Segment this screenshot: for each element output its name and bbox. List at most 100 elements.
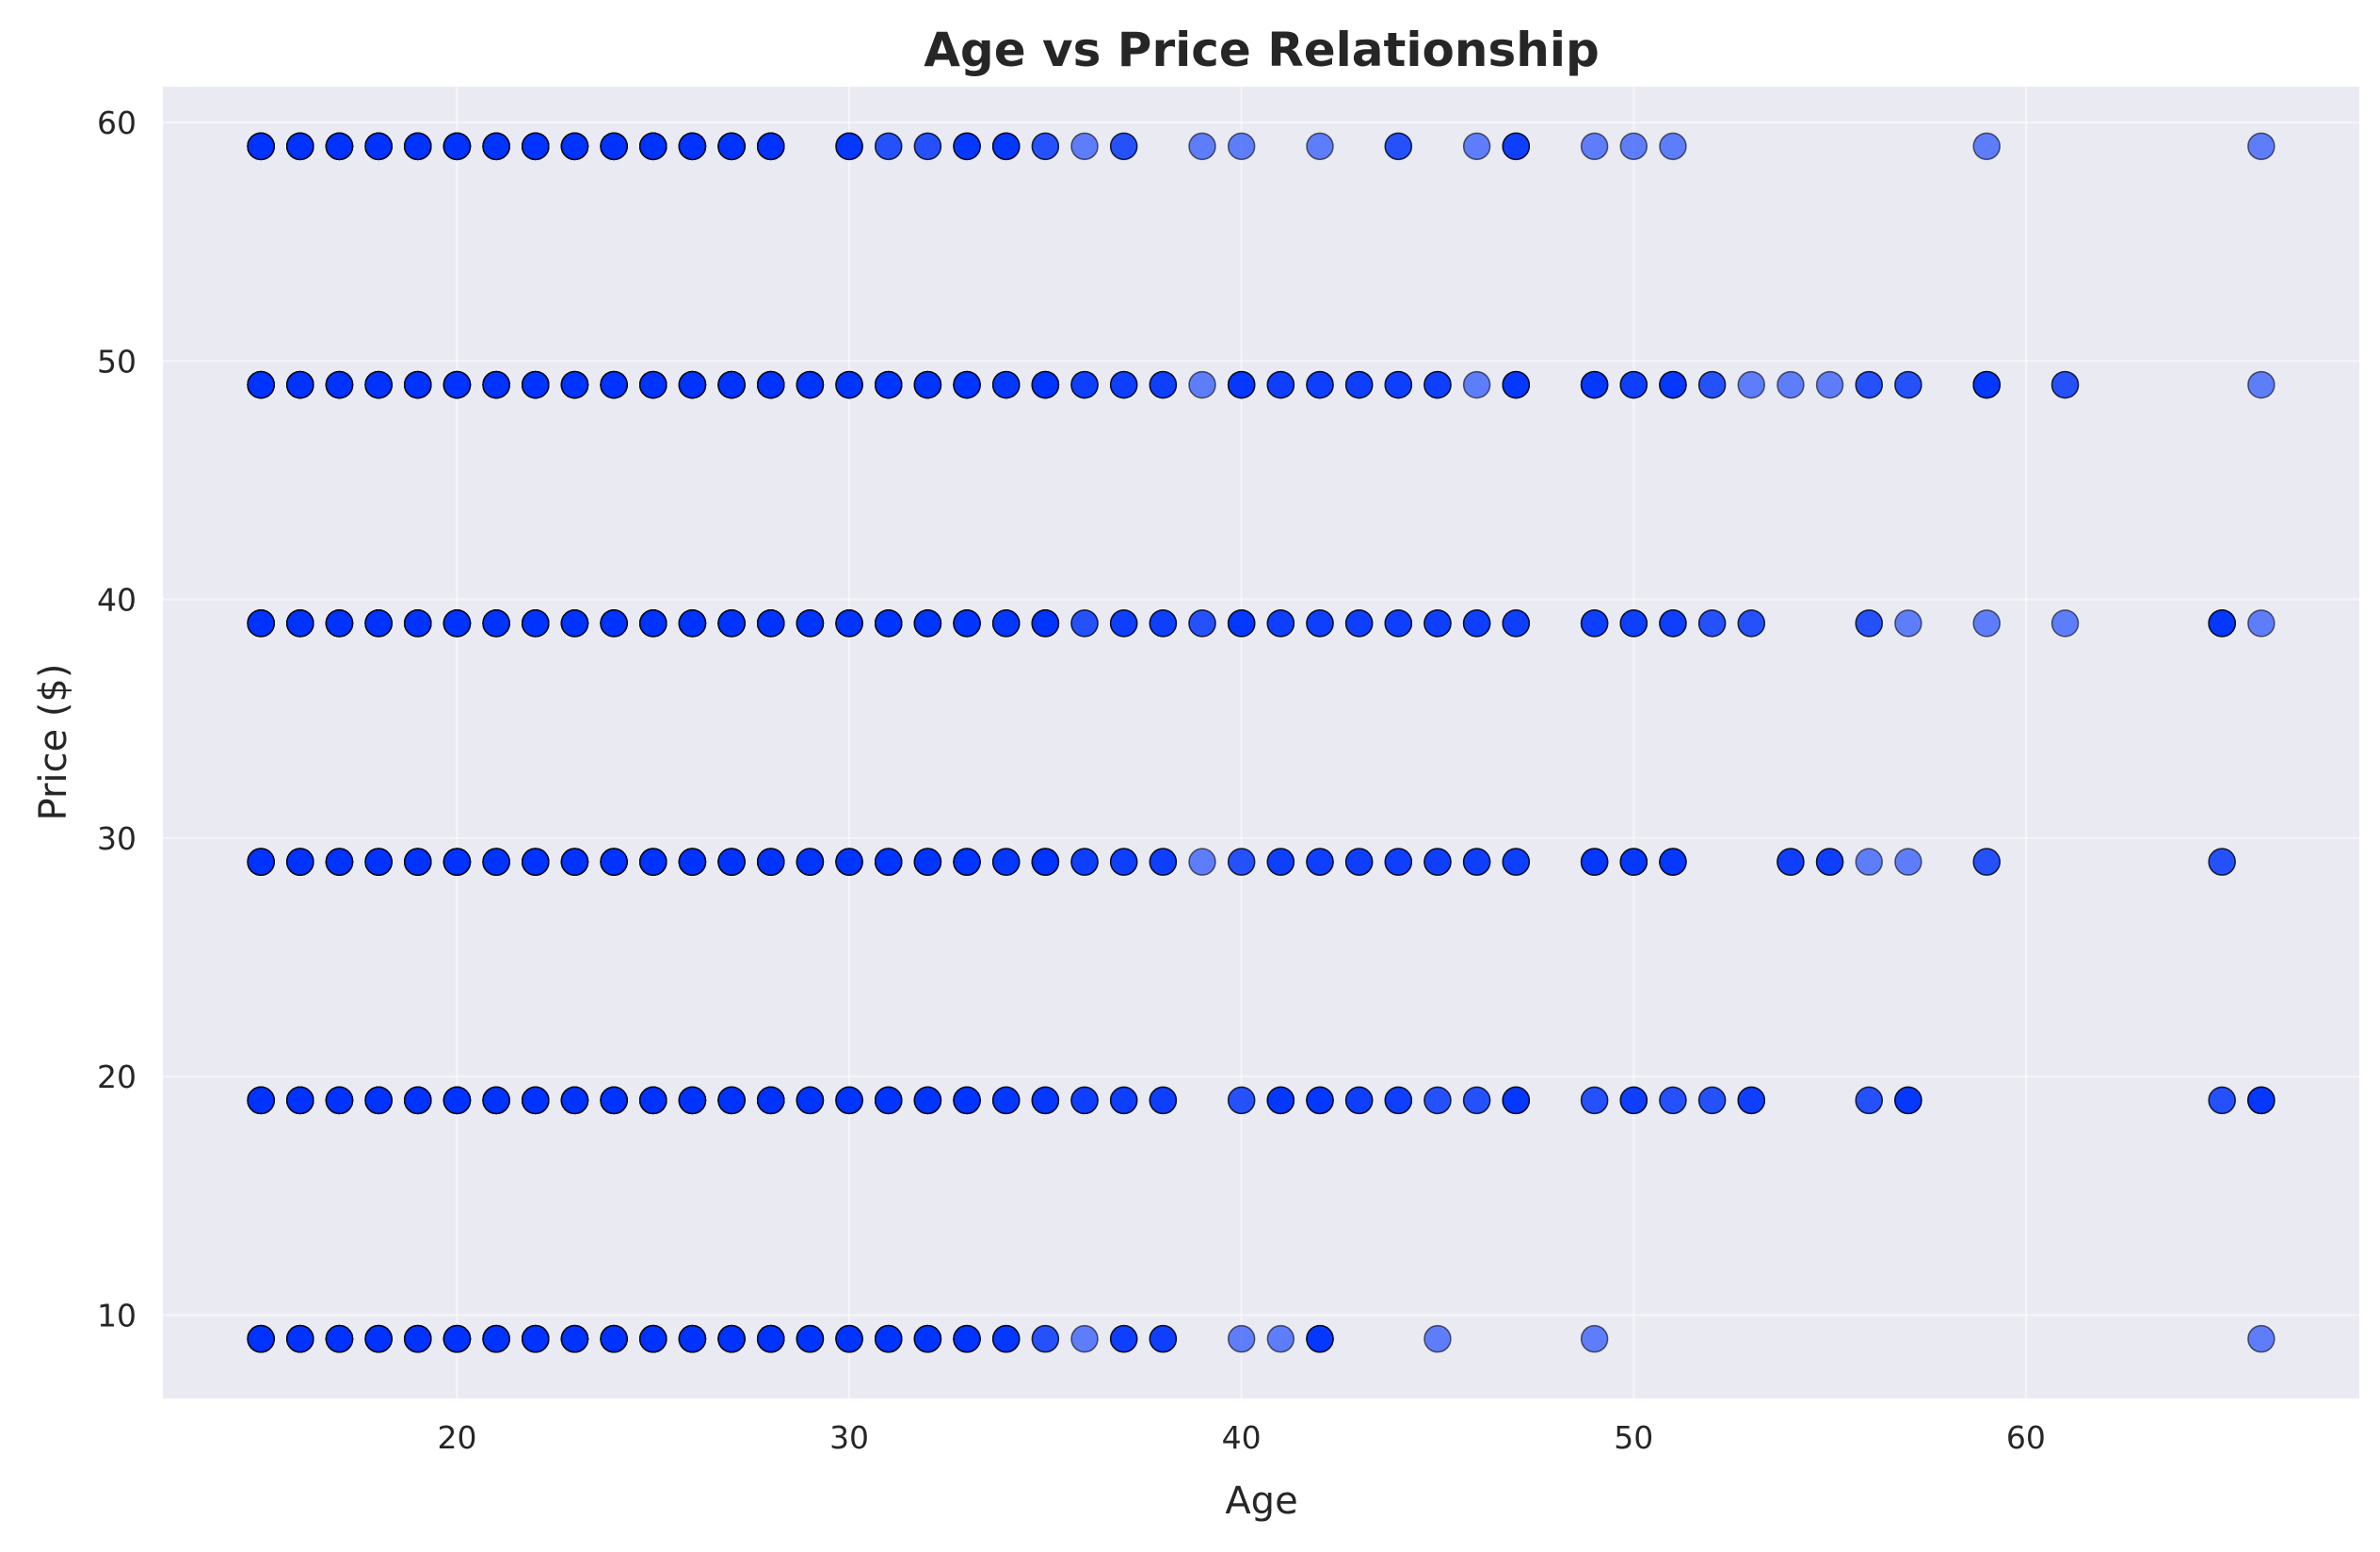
data-point — [1149, 1086, 1178, 1115]
data-point — [442, 1324, 472, 1353]
data-point — [2247, 1324, 2275, 1353]
data-point — [560, 1324, 589, 1353]
data-point — [1266, 609, 1295, 638]
data-point — [286, 132, 314, 161]
data-point — [678, 848, 707, 876]
data-point — [404, 132, 432, 161]
data-point — [1697, 609, 1727, 638]
data-point — [1423, 609, 1452, 638]
data-point — [1894, 1086, 1922, 1115]
data-point — [835, 1324, 863, 1353]
data-point — [991, 609, 1021, 638]
data-point — [364, 132, 393, 161]
data-point — [1109, 132, 1138, 161]
data-point — [1619, 848, 1648, 876]
data-point — [796, 370, 825, 399]
data-point — [874, 1324, 903, 1353]
data-point — [1188, 132, 1216, 161]
data-point — [247, 1086, 275, 1115]
data-points — [247, 132, 2275, 1353]
data-point — [364, 370, 393, 399]
y-tick-label: 20 — [97, 1059, 137, 1095]
data-point — [1227, 609, 1256, 638]
data-point — [874, 848, 903, 876]
data-point — [1659, 609, 1687, 638]
data-point — [1188, 370, 1216, 399]
y-axis-label: Price ($) — [32, 664, 75, 821]
data-point — [247, 609, 275, 638]
data-point — [1777, 370, 1805, 399]
data-point — [1344, 370, 1374, 399]
data-point — [1227, 132, 1256, 161]
data-point — [522, 1324, 550, 1353]
data-point — [1227, 370, 1256, 399]
data-point — [404, 370, 432, 399]
data-point — [560, 609, 589, 638]
data-point — [442, 848, 472, 876]
data-point — [1306, 609, 1334, 638]
data-point — [756, 370, 785, 399]
data-point — [953, 1086, 981, 1115]
x-tick-label: 60 — [2006, 1419, 2046, 1456]
data-point — [482, 132, 510, 161]
grid-lines — [163, 87, 2359, 1398]
data-point — [1384, 1086, 1413, 1115]
data-point — [1659, 132, 1687, 161]
data-point — [1580, 1086, 1609, 1115]
data-point — [247, 132, 275, 161]
data-point — [1580, 370, 1609, 399]
data-point — [756, 1086, 785, 1115]
data-point — [1031, 1324, 1060, 1353]
data-point — [1697, 370, 1727, 399]
data-point — [874, 1086, 903, 1115]
data-point — [678, 132, 707, 161]
x-tick-label: 30 — [829, 1419, 869, 1456]
data-point — [1384, 370, 1413, 399]
data-point — [1266, 1086, 1295, 1115]
data-point — [717, 848, 746, 876]
data-point — [1815, 370, 1844, 399]
data-point — [1580, 132, 1609, 161]
data-point — [1266, 848, 1295, 876]
data-point — [325, 609, 354, 638]
data-point — [404, 1086, 432, 1115]
y-tick-labels: 10 20 30 40 50 60 — [97, 105, 137, 1334]
data-point — [1855, 370, 1883, 399]
data-point — [1031, 1086, 1060, 1115]
data-point — [1894, 609, 1922, 638]
data-point — [1188, 848, 1216, 876]
data-point — [1815, 848, 1844, 876]
data-point — [639, 1324, 667, 1353]
data-point — [522, 1086, 550, 1115]
data-point — [1149, 1324, 1178, 1353]
data-point — [1109, 370, 1138, 399]
data-point — [1306, 370, 1334, 399]
x-tick-label: 40 — [1222, 1419, 1262, 1456]
data-point — [953, 848, 981, 876]
data-point — [482, 609, 510, 638]
data-point — [913, 132, 942, 161]
data-point — [1737, 609, 1766, 638]
data-point — [835, 609, 863, 638]
data-point — [1306, 1086, 1334, 1115]
data-point — [1972, 848, 2001, 876]
data-point — [1580, 1324, 1609, 1353]
data-point — [1266, 1324, 1295, 1353]
data-point — [913, 370, 942, 399]
data-point — [600, 609, 628, 638]
data-point — [835, 848, 863, 876]
data-point — [600, 1324, 628, 1353]
data-point — [442, 370, 472, 399]
data-point — [1070, 609, 1099, 638]
data-point — [247, 370, 275, 399]
data-point — [1109, 1324, 1138, 1353]
data-point — [2247, 370, 2275, 399]
data-point — [913, 848, 942, 876]
data-point — [1462, 370, 1491, 399]
data-point — [991, 1086, 1021, 1115]
data-point — [991, 132, 1021, 161]
data-point — [2050, 609, 2080, 638]
data-point — [639, 1086, 667, 1115]
data-point — [678, 370, 707, 399]
